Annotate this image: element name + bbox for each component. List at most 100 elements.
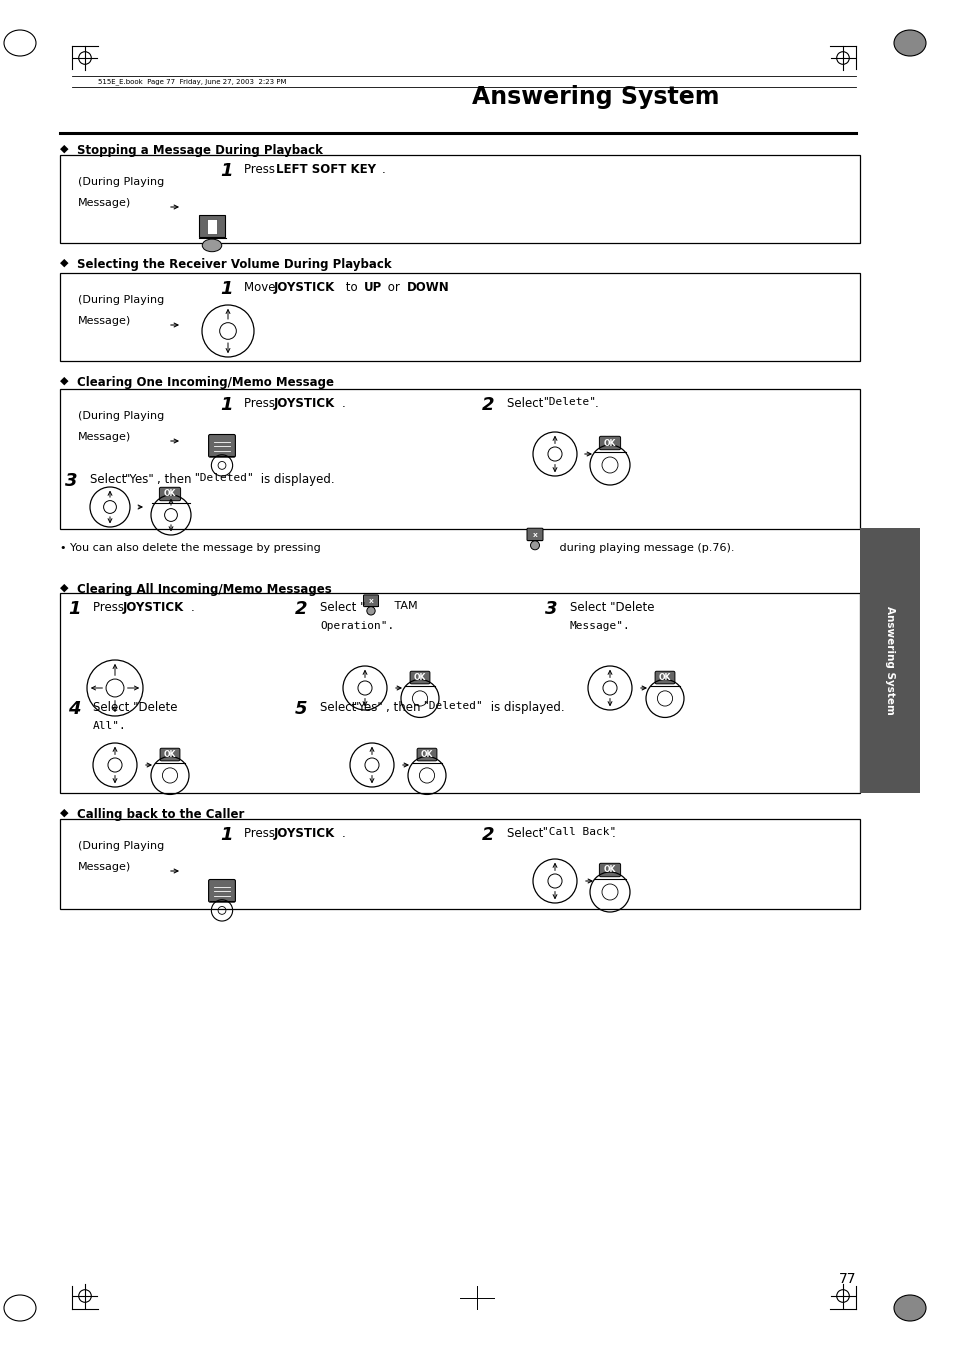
Text: Select: Select (506, 397, 547, 409)
Text: "Deleted": "Deleted" (193, 473, 253, 484)
Circle shape (530, 540, 538, 550)
Text: (During Playing: (During Playing (78, 295, 164, 305)
FancyBboxPatch shape (159, 488, 180, 501)
Text: during playing message (p.76).: during playing message (p.76). (556, 543, 734, 553)
Text: is displayed.: is displayed. (486, 701, 564, 713)
Text: Move: Move (244, 281, 279, 295)
Text: Select: Select (319, 701, 359, 713)
Text: Stopping a Message During Playback: Stopping a Message During Playback (77, 145, 322, 157)
Text: X: X (368, 598, 373, 604)
Bar (60, 389, 859, 530)
Text: 2: 2 (481, 825, 494, 844)
Text: JOYSTICK: JOYSTICK (274, 397, 335, 409)
Text: Clearing All Incoming/Memo Messages: Clearing All Incoming/Memo Messages (77, 584, 332, 596)
Bar (60, 273, 859, 361)
Text: Selecting the Receiver Volume During Playback: Selecting the Receiver Volume During Pla… (77, 258, 392, 272)
Text: Message): Message) (78, 316, 132, 326)
Text: Answering System: Answering System (884, 607, 894, 715)
Text: .: . (341, 397, 345, 409)
Text: ◆: ◆ (60, 145, 69, 154)
Bar (198, 215, 225, 236)
FancyBboxPatch shape (416, 748, 436, 761)
Text: • You can also delete the message by pressing: • You can also delete the message by pre… (60, 543, 324, 553)
Text: OK: OK (164, 489, 176, 499)
FancyBboxPatch shape (526, 528, 542, 540)
Text: 77: 77 (838, 1273, 855, 1286)
Ellipse shape (202, 239, 221, 251)
Text: Clearing One Incoming/Memo Message: Clearing One Incoming/Memo Message (77, 376, 334, 389)
Text: 3: 3 (65, 471, 77, 490)
Text: to: to (341, 281, 361, 295)
Text: 4: 4 (68, 700, 80, 717)
Bar (60, 593, 859, 793)
FancyBboxPatch shape (160, 748, 180, 761)
Text: Press: Press (244, 163, 278, 176)
Text: ◆: ◆ (60, 376, 69, 386)
Text: (During Playing: (During Playing (78, 842, 164, 851)
Text: Select: Select (90, 473, 130, 486)
Text: "Yes": "Yes" (125, 473, 154, 486)
Text: JOYSTICK: JOYSTICK (123, 601, 184, 613)
Text: 2: 2 (481, 396, 494, 413)
FancyBboxPatch shape (363, 594, 378, 607)
Text: 515E_E.book  Page 77  Friday, June 27, 2003  2:23 PM: 515E_E.book Page 77 Friday, June 27, 200… (98, 78, 286, 85)
Text: "Call Back": "Call Back" (541, 827, 616, 838)
Text: ◆: ◆ (60, 808, 69, 817)
Bar (859, 528, 919, 793)
Text: All".: All". (92, 721, 127, 731)
Ellipse shape (893, 30, 925, 55)
FancyBboxPatch shape (209, 880, 235, 902)
Text: "Deleted": "Deleted" (421, 701, 482, 711)
Text: Select "Delete: Select "Delete (569, 601, 654, 613)
Text: Select: Select (506, 827, 547, 840)
Text: DOWN: DOWN (407, 281, 449, 295)
Text: 5: 5 (294, 700, 307, 717)
Text: , then: , then (157, 473, 195, 486)
Text: 1: 1 (220, 280, 233, 299)
Text: Select "Delete: Select "Delete (92, 701, 177, 713)
Text: 2: 2 (294, 600, 307, 617)
Bar (207, 219, 217, 234)
Text: (During Playing: (During Playing (78, 177, 164, 186)
Text: OK: OK (420, 750, 433, 759)
Text: Message): Message) (78, 199, 132, 208)
Text: TAM: TAM (391, 601, 417, 611)
Text: OK: OK (603, 866, 616, 874)
Text: OK: OK (164, 750, 176, 759)
Bar (60, 155, 859, 243)
Text: UP: UP (364, 281, 382, 295)
Text: .: . (443, 281, 447, 295)
Text: Press: Press (244, 397, 278, 409)
Text: 1: 1 (68, 600, 80, 617)
Text: Calling back to the Caller: Calling back to the Caller (77, 808, 244, 821)
Text: OK: OK (603, 439, 616, 447)
Text: Press: Press (92, 601, 128, 613)
Text: ◆: ◆ (60, 584, 69, 593)
Text: .: . (191, 601, 194, 613)
FancyBboxPatch shape (410, 671, 430, 684)
Text: .: . (341, 827, 345, 840)
Text: .: . (595, 397, 598, 409)
Text: is displayed.: is displayed. (256, 473, 335, 486)
Text: 1: 1 (220, 396, 233, 413)
Text: Message".: Message". (569, 621, 630, 631)
Text: JOYSTICK: JOYSTICK (274, 281, 335, 295)
Text: JOYSTICK: JOYSTICK (274, 827, 335, 840)
Text: Message): Message) (78, 862, 132, 871)
Text: OK: OK (659, 673, 671, 682)
Text: Answering System: Answering System (472, 85, 720, 109)
Text: ◆: ◆ (60, 258, 69, 267)
Text: or: or (384, 281, 403, 295)
Text: 3: 3 (544, 600, 557, 617)
Ellipse shape (893, 1296, 925, 1321)
Text: OK: OK (414, 673, 426, 682)
Text: Message): Message) (78, 432, 132, 442)
Text: .: . (612, 827, 615, 840)
Text: 1: 1 (220, 162, 233, 180)
Text: , then: , then (386, 701, 424, 713)
FancyBboxPatch shape (209, 435, 235, 457)
FancyBboxPatch shape (655, 671, 674, 684)
Circle shape (367, 607, 375, 615)
Text: X: X (532, 532, 537, 538)
Text: Select ": Select " (319, 601, 365, 613)
